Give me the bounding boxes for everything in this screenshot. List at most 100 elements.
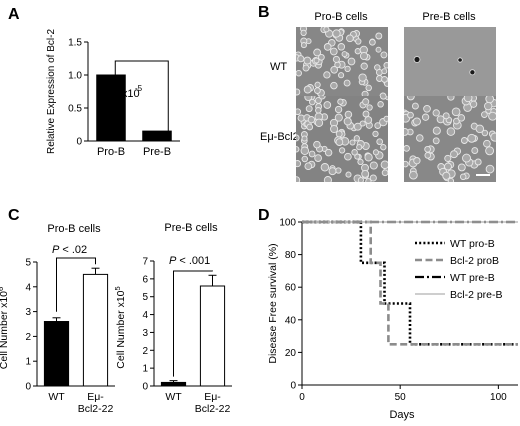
y-tick-label: 5: [142, 292, 148, 303]
cell-blob: [343, 79, 351, 87]
cell-blob: [444, 154, 452, 162]
cell-blob: [381, 68, 388, 75]
x-category-label: Eμ-: [87, 391, 104, 403]
cell-blob: [329, 47, 338, 56]
cell-blob: [330, 124, 339, 134]
chart-title: Pro-B cells: [47, 223, 101, 235]
cell-blob: [344, 110, 353, 119]
y-tick-label: 6: [142, 274, 148, 285]
cell-blob: [330, 65, 339, 74]
cell-blob: [347, 57, 356, 66]
panel-letter-d: D: [258, 207, 270, 224]
micrograph-texture: [296, 96, 388, 182]
cell-blob: [376, 138, 384, 146]
cell-blob: [357, 177, 364, 182]
cell-blob: [313, 48, 322, 57]
cell-blob: [453, 117, 460, 125]
cell-blob: [349, 139, 356, 146]
y-tick-label: 0: [142, 382, 148, 393]
bar: [43, 321, 70, 387]
bar: [96, 74, 126, 142]
p-value-text: < .001: [176, 255, 210, 267]
cell-blob: [375, 46, 382, 53]
cell-blob: [335, 167, 342, 174]
cell-blob: [356, 144, 363, 151]
cell-blob: [344, 65, 351, 73]
cell-blob: [304, 162, 313, 171]
cell-blob: [359, 120, 366, 127]
cell-blob: [364, 116, 373, 124]
y-tick-label: 20: [285, 348, 297, 359]
cell-blob: [463, 96, 473, 103]
cell-blob: [471, 147, 479, 155]
p-value-exponent: -5: [135, 84, 143, 93]
cell-blob: [353, 122, 362, 131]
legend-label: WT pro-B: [450, 238, 495, 250]
p-value-annotation: P<5x10: [102, 88, 140, 100]
cell-blob: [301, 155, 309, 163]
cell-blob: [474, 158, 482, 166]
scale-bar: [476, 174, 490, 176]
cell-blob: [365, 178, 372, 182]
cell-blob: [296, 69, 302, 77]
cell-blob: [383, 62, 388, 69]
p-value-text: < .02: [59, 244, 87, 256]
cell-blob: [407, 111, 414, 119]
cell-blob: [296, 88, 301, 96]
cell-blob: [324, 148, 333, 157]
x-category-label: Eμ-: [204, 391, 221, 403]
cell-blob: [366, 104, 373, 111]
cell-blob: [459, 173, 467, 181]
cell-blob: [301, 135, 308, 142]
legend-label: WT pre-B: [450, 272, 495, 284]
cell-blob: [412, 117, 421, 126]
cell-blob: [374, 122, 382, 129]
cell-blob: [300, 29, 307, 37]
y-tick-label: 3: [25, 307, 31, 318]
cell-blob: [354, 48, 361, 55]
cell-blob: [432, 109, 440, 117]
cell-blob: [442, 171, 451, 180]
cell-blob: [365, 84, 372, 92]
p-value-annotation: P < .02: [52, 244, 87, 256]
cell-blob: [404, 160, 409, 168]
cell-blob: [432, 137, 440, 145]
cell-blob: [416, 134, 424, 142]
panel-letter-c: C: [8, 207, 20, 224]
cell-blob: [424, 145, 431, 153]
y-tick-label: 1: [25, 357, 31, 368]
cell-blob: [361, 169, 370, 178]
cell-blob: [469, 100, 478, 108]
cell-blob: [379, 96, 387, 100]
cell-blob: [409, 170, 418, 180]
x-category-label: Bcl2-22: [78, 403, 114, 415]
cell-blob: [411, 102, 419, 110]
cell-blob: [300, 42, 307, 49]
y-tick-label: 3: [142, 328, 148, 339]
cell-blob: [450, 150, 458, 159]
y-axis-label: Relative Expression of Bcl-2: [46, 29, 57, 154]
cell-blob: [335, 130, 343, 138]
legend-label: Bcl-2 proB: [450, 255, 499, 267]
cell-blob: [296, 176, 301, 182]
cell-blob: [337, 98, 344, 105]
cell-blob: [467, 133, 477, 143]
cell-blob: [323, 27, 330, 33]
cell-blob: [323, 43, 332, 51]
y-axis-label-text: Cell Number x10: [115, 290, 127, 368]
cell-blob: [375, 32, 383, 40]
cell-blob: [457, 57, 463, 63]
bar: [160, 381, 187, 387]
cell-blob: [406, 96, 415, 101]
cell-blob: [380, 160, 388, 169]
cell-blob: [481, 129, 489, 137]
y-tick-label: 5: [25, 258, 31, 269]
y-tick-label: 60: [285, 283, 297, 294]
cell-blob: [381, 169, 388, 177]
micrograph-texture: [404, 96, 496, 182]
cell-blob: [469, 69, 476, 76]
cell-blob: [359, 51, 369, 61]
cell-blob: [344, 152, 352, 161]
cell-blob: [451, 107, 461, 117]
p-value-annotation: P < .001: [169, 255, 210, 267]
